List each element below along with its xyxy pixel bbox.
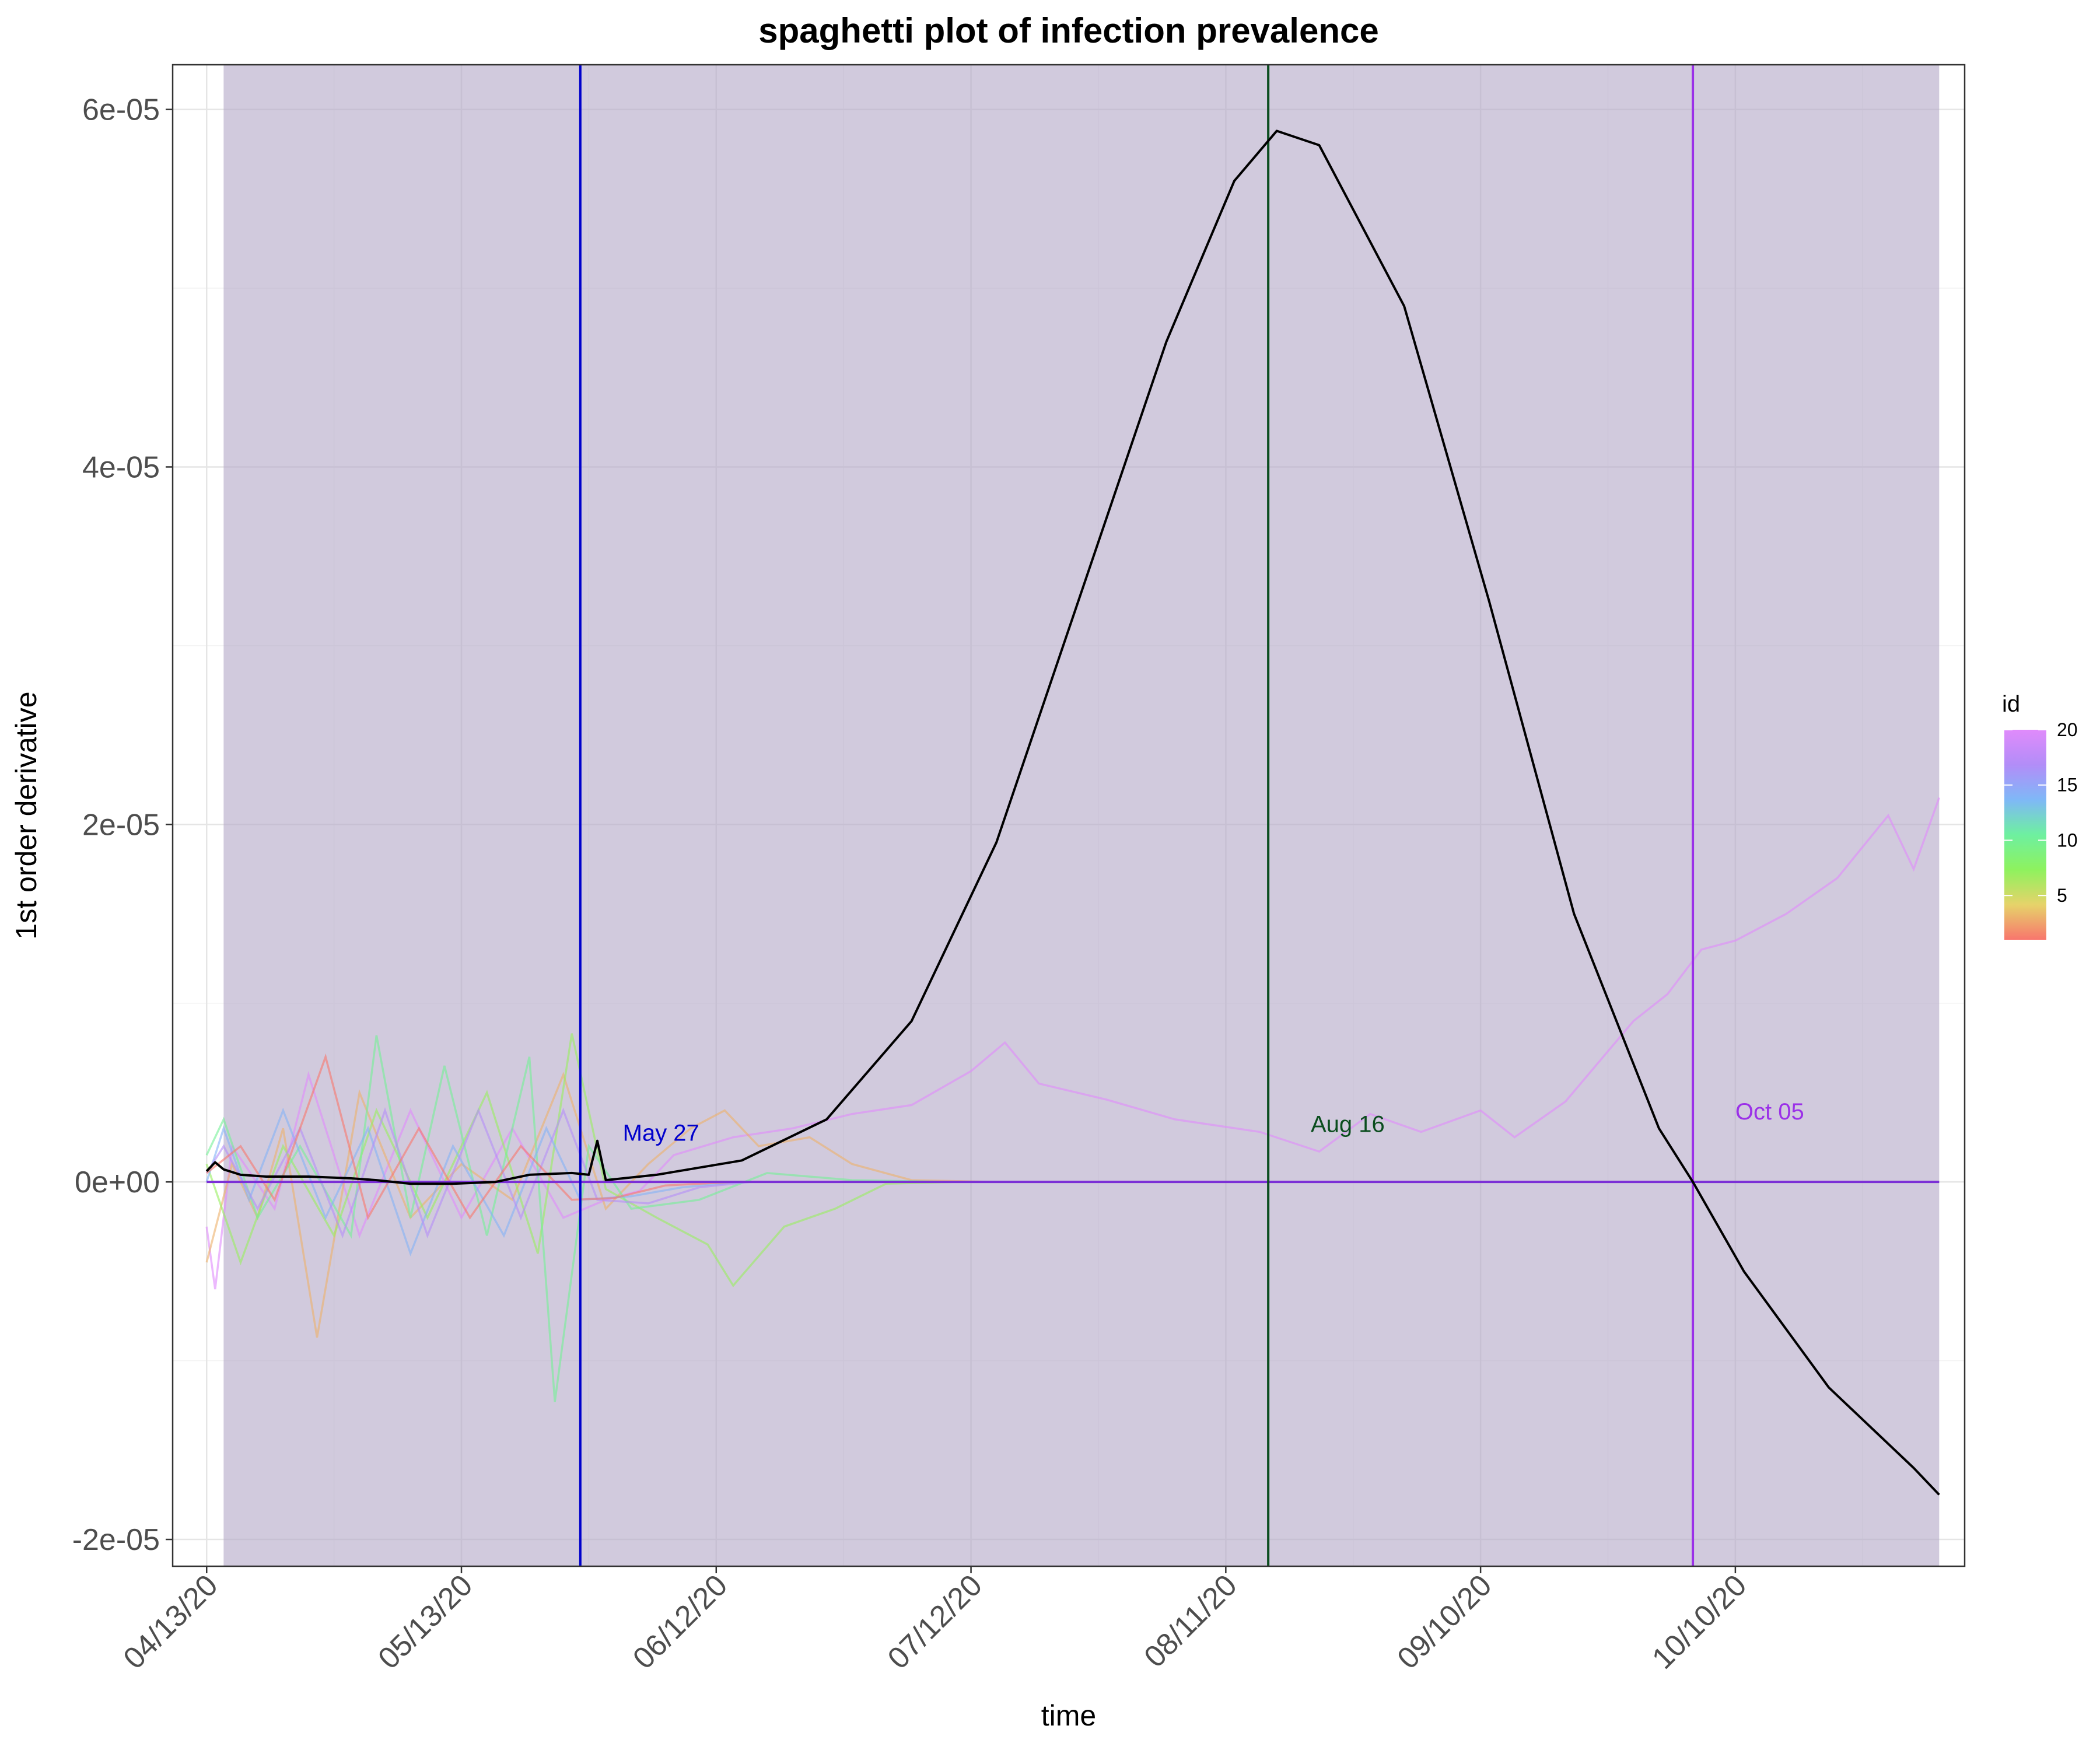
x-tick-label: 09/10/20 xyxy=(1391,1568,1498,1675)
x-axis-title: time xyxy=(1041,1699,1096,1732)
vertical-line-label-3: Oct 05 xyxy=(1735,1099,1804,1125)
x-tick-label: 10/10/20 xyxy=(1646,1568,1753,1675)
x-tick-label: 06/12/20 xyxy=(626,1568,734,1675)
chart-title: spaghetti plot of infection prevalence xyxy=(758,11,1378,50)
legend: id 20 15 10 5 xyxy=(2002,691,2078,940)
fitted-curve xyxy=(205,130,1940,1496)
y-axis: -2e-05 0e+00 2e-05 4e-05 6e-05 xyxy=(72,93,173,1557)
x-tick-label: 05/13/20 xyxy=(372,1568,479,1675)
legend-label: 5 xyxy=(2057,885,2067,906)
y-tick-label: 4e-05 xyxy=(82,450,160,484)
fitted-curve-layer xyxy=(205,130,1940,1496)
vertical-line-label-1: May 27 xyxy=(623,1121,699,1146)
y-tick-label: -2e-05 xyxy=(72,1523,160,1557)
x-tick-label: 08/11/20 xyxy=(1138,1568,1243,1674)
x-tick-label: 07/12/20 xyxy=(881,1568,989,1675)
legend-label: 20 xyxy=(2057,719,2078,740)
legend-title: id xyxy=(2002,691,2020,717)
series-line-id-17 xyxy=(205,1107,751,1239)
y-axis-title: 1st order derivative xyxy=(10,691,43,939)
vertical-line-label-2: Aug 16 xyxy=(1311,1111,1385,1137)
series-line-id-1 xyxy=(206,1053,733,1221)
vertical-lines: May 27 Aug 16 Oct 05 xyxy=(579,65,1804,1566)
legend-ticks: 20 15 10 5 xyxy=(2004,719,2078,906)
shaded-band xyxy=(223,65,1940,1566)
series-line-id-3 xyxy=(205,1072,997,1338)
x-axis: 04/13/20 05/13/20 06/12/20 07/12/20 08/11/20… xyxy=(117,1566,1753,1676)
plot-border xyxy=(172,64,1966,1567)
series-line-id-7 xyxy=(205,1033,954,1287)
y-tick-label: 0e+00 xyxy=(75,1166,160,1199)
x-tick-label: 04/13/20 xyxy=(117,1568,225,1675)
legend-label: 15 xyxy=(2057,775,2078,796)
series-lines xyxy=(205,797,1940,1402)
y-tick-label: 2e-05 xyxy=(82,808,160,842)
legend-colorbar xyxy=(2004,730,2046,940)
legend-label: 10 xyxy=(2057,830,2078,850)
y-tick-label: 6e-05 xyxy=(82,93,160,127)
